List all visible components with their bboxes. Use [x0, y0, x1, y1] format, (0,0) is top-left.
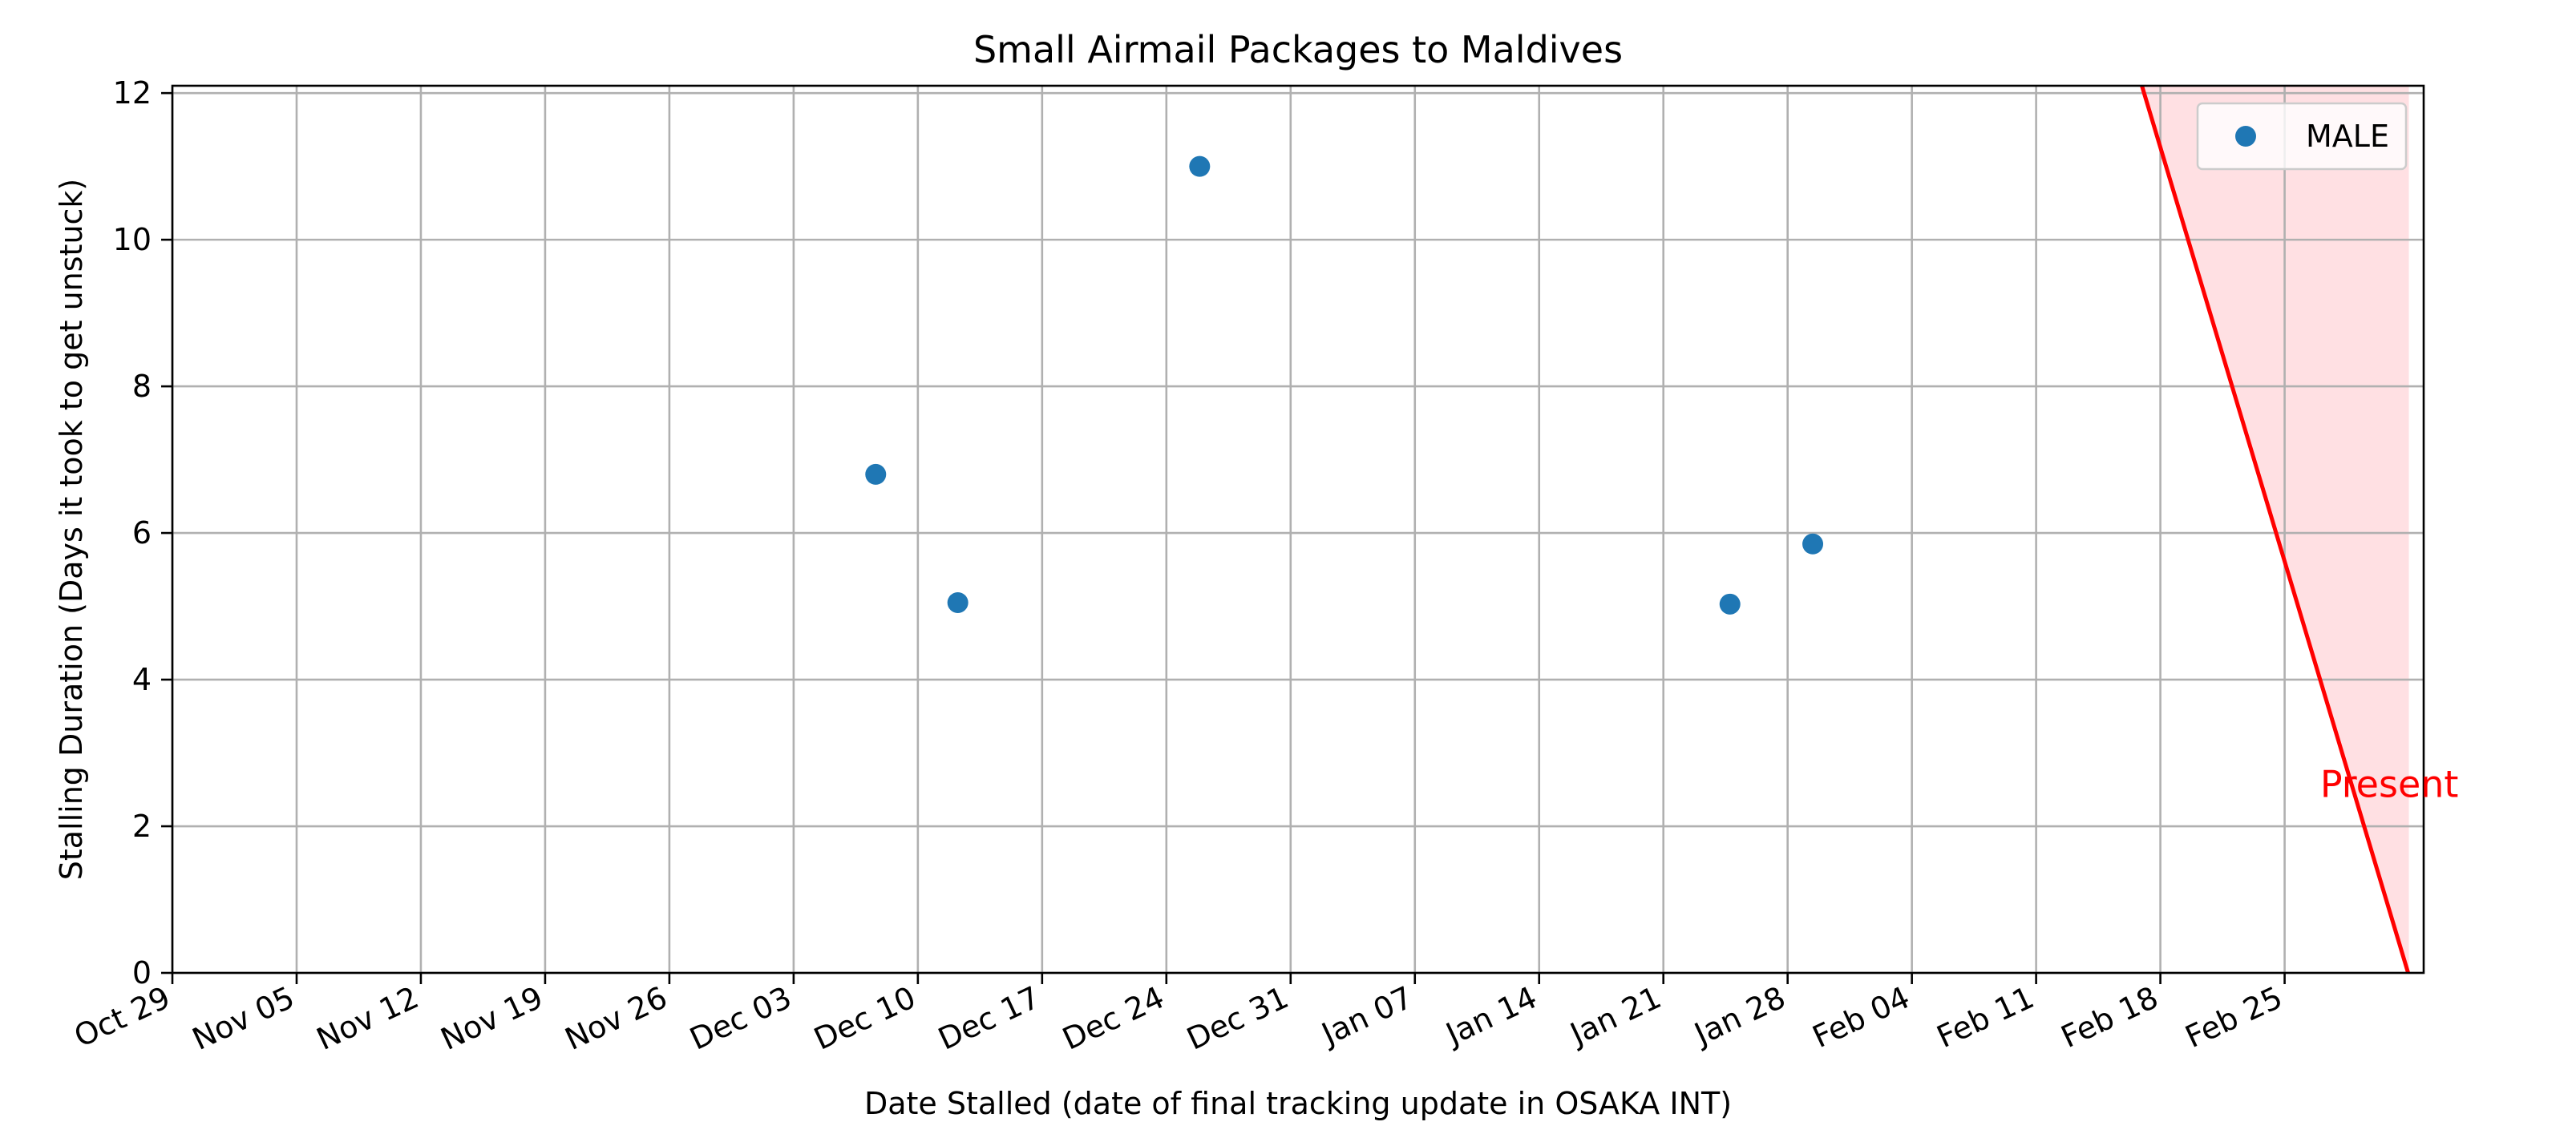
- legend-label: MALE: [2306, 119, 2389, 154]
- points-layer: [865, 155, 1824, 615]
- data-point: [1189, 155, 1211, 177]
- y-tick-label: 0: [132, 955, 152, 991]
- legend-box: [2196, 102, 2408, 171]
- present-label: Present: [2320, 762, 2459, 805]
- y-tick-label: 6: [132, 515, 152, 551]
- data-point: [947, 591, 969, 613]
- legend-marker: [2235, 126, 2256, 147]
- y-tick-label: 2: [132, 809, 152, 844]
- legend: MALE: [2196, 102, 2408, 171]
- x-axis-label: Date Stalled (date of final tracking upd…: [864, 1086, 1732, 1121]
- data-point: [865, 463, 887, 485]
- y-tick-label: 4: [132, 662, 152, 697]
- y-axis-label: Stalling Duration (Days it took to get u…: [54, 179, 89, 881]
- data-point: [1802, 533, 1824, 555]
- y-tick-label: 8: [132, 369, 152, 404]
- present-line-layer: [2140, 85, 2411, 974]
- data-point: [1719, 593, 1741, 615]
- present-line: [2140, 85, 2411, 974]
- y-tick-label: 10: [113, 222, 152, 257]
- y-tick-label: 12: [113, 75, 152, 111]
- chart-title: Small Airmail Packages to Maldives: [973, 28, 1623, 71]
- plot-area-frame: [171, 84, 2425, 975]
